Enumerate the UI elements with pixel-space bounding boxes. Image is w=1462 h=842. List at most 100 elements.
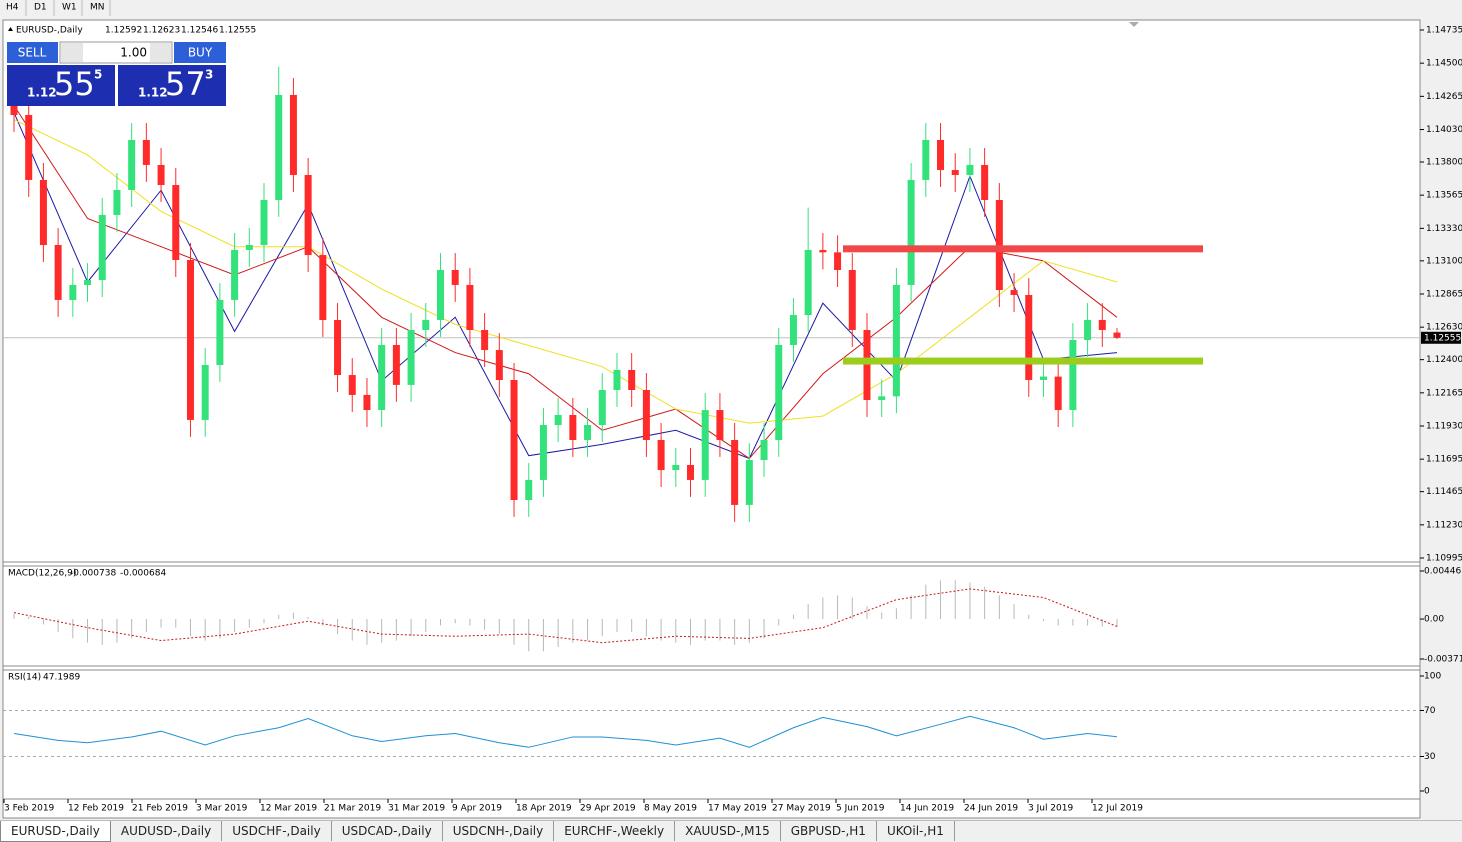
last-price-tag: [1421, 331, 1461, 344]
terminal: EURUSD-,Daily H4 D1 W1 MN1.12592 1.12623 1.12…: [2, 0, 1462, 819]
x-tick-label: 29 Apr 2019: [580, 804, 636, 814]
lot-down[interactable]: [61, 43, 83, 62]
x-tick-label: 3 Feb 2019: [4, 804, 55, 814]
candle-body: [760, 439, 768, 461]
sell-label: SELL: [18, 46, 47, 60]
candle-body: [951, 170, 959, 175]
y-tick-label: 1.14500: [1426, 59, 1462, 69]
chart-tab[interactable]: USDCNH-,Daily: [443, 821, 555, 841]
candle-body: [981, 164, 989, 200]
candle-body: [407, 330, 415, 385]
candle-body: [731, 439, 739, 505]
timeframe-button[interactable]: D1: [34, 3, 47, 13]
y-tick-label: 1.13565: [1426, 191, 1462, 201]
candle-body: [1069, 340, 1077, 411]
price-main: 55: [54, 65, 95, 103]
y-tick-label: 1.10995: [1426, 554, 1462, 564]
candle-body: [598, 390, 606, 426]
chart-tab[interactable]: GBPUSD-,H1: [781, 821, 877, 841]
candle-body: [554, 414, 562, 426]
y-tick-label: 1.12165: [1426, 388, 1462, 398]
candle-body: [657, 439, 665, 471]
candle-body: [304, 174, 312, 256]
candle-body: [510, 379, 518, 500]
indicator-title: RSI(14): [8, 673, 41, 683]
candle-body: [907, 179, 915, 285]
y-tick-label: 1.11930: [1426, 422, 1462, 432]
candle-body: [672, 464, 680, 471]
timeframe-button[interactable]: H4: [6, 3, 19, 13]
y-tick-label: 1.13100: [1426, 256, 1462, 266]
candle-body: [892, 284, 900, 397]
collapse-icon: [8, 27, 13, 31]
x-tick-label: 9 Apr 2019: [452, 804, 502, 814]
candle-body: [569, 414, 577, 440]
timeframe-button[interactable]: W1: [62, 3, 77, 13]
y-tick-label: 1.13800: [1426, 158, 1462, 168]
lot-field[interactable]: [59, 41, 173, 64]
chart-tab[interactable]: EURCHF-,Weekly: [554, 821, 676, 841]
candle-body: [642, 390, 650, 440]
candle-body: [25, 114, 33, 180]
x-tick-label: 31 Mar 2019: [388, 804, 445, 814]
chart-tab[interactable]: UKOil-,H1: [877, 821, 955, 841]
last-price-label: 1.12555: [1424, 333, 1461, 343]
timeframe-button[interactable]: MN: [90, 3, 105, 13]
indicator-readout: 47.1989: [43, 673, 80, 683]
candle-body: [922, 139, 930, 180]
y-tick-label: 1.11230: [1426, 520, 1462, 530]
chart-tab[interactable]: USDCHF-,Daily: [222, 821, 332, 841]
candle-body: [525, 479, 533, 500]
price-box[interactable]: [7, 65, 115, 106]
candle-body: [275, 94, 283, 200]
indicator-title: MACD(12,26,9): [8, 569, 76, 579]
candle-body: [481, 330, 489, 351]
candle-body: [363, 394, 371, 411]
candle-body: [539, 425, 547, 480]
chart-tab[interactable]: XAUUSD-,M15: [675, 821, 781, 841]
buy-button[interactable]: [174, 42, 226, 63]
y-tick-label: 1.11465: [1426, 487, 1462, 497]
x-tick-label: 17 May 2019: [708, 804, 767, 814]
candle-body: [1084, 319, 1092, 341]
candle-body: [745, 460, 753, 505]
x-tick-label: 12 Feb 2019: [68, 804, 124, 814]
x-tick-label: 21 Mar 2019: [324, 804, 381, 814]
candle-body: [436, 270, 444, 320]
y-tick-label: 100: [1424, 672, 1441, 682]
y-tick-label: 1.14265: [1426, 92, 1462, 102]
y-tick-label: 0.00: [1424, 615, 1444, 625]
tab-bar: EURUSD-,Daily AUDUSD-,Daily USDCHF-,Daily U…: [0, 820, 1462, 842]
chart-tab[interactable]: EURUSD-,Daily: [0, 821, 111, 842]
lot-up[interactable]: [150, 43, 171, 62]
candle-body: [451, 270, 459, 285]
candle-body: [10, 105, 18, 115]
candle-body: [804, 249, 812, 316]
buy-label: BUY: [188, 46, 213, 60]
y-tick-label: 0: [1424, 787, 1430, 797]
y-tick-label: -0.003715: [1424, 655, 1462, 665]
y-tick-label: 70: [1424, 706, 1436, 716]
shift-marker: [1129, 22, 1139, 27]
price-box[interactable]: [118, 65, 226, 106]
candle-body: [186, 259, 194, 420]
price-big: 1.12: [138, 86, 168, 100]
chart-tab[interactable]: USDCAD-,Daily: [332, 821, 443, 841]
candle-body: [98, 214, 106, 281]
candle-body: [1113, 332, 1121, 338]
x-tick-label: 18 Apr 2019: [516, 804, 572, 814]
x-tick-label: 12 Jul 2019: [1092, 804, 1143, 814]
candle-body: [863, 330, 871, 401]
candle-body: [995, 199, 1003, 291]
y-tick-label: 1.14030: [1426, 125, 1462, 135]
candle-body: [69, 284, 77, 300]
chart-tab[interactable]: AUDUSD-,Daily: [111, 821, 223, 841]
candle-body: [848, 270, 856, 330]
y-tick-label: 1.12865: [1426, 290, 1462, 300]
candle-body: [128, 139, 136, 190]
sell-button[interactable]: [7, 42, 58, 63]
candle-body: [1098, 319, 1106, 330]
x-tick-label: 3 Mar 2019: [196, 804, 248, 814]
